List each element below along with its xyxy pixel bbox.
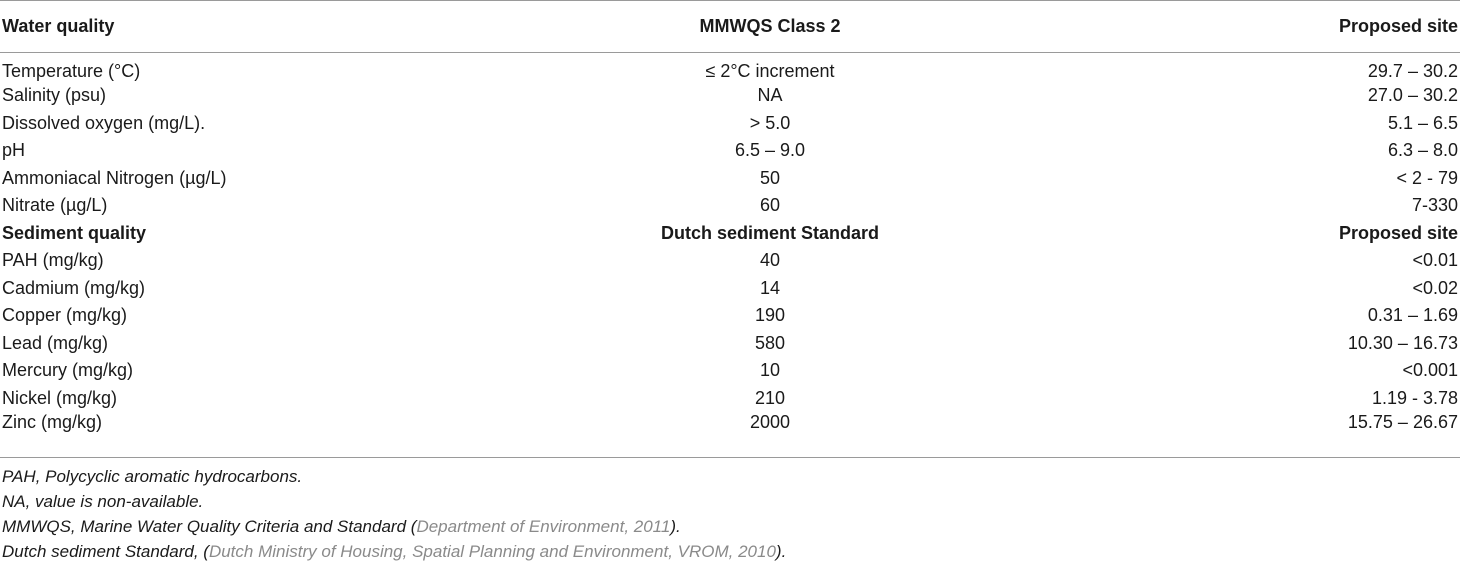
standard-cell: 40: [759, 250, 781, 271]
standard-cell: 210: [754, 387, 786, 408]
table-row: Copper (mg/kg) 190 0.31 – 1.69: [0, 302, 1460, 330]
water-sediment-quality-table: Water quality MMWQS Class 2 Proposed sit…: [0, 0, 1460, 440]
param-cell: pH: [2, 140, 26, 161]
site-cell: <0.02: [1412, 277, 1458, 298]
param-cell: PAH (mg/kg): [2, 250, 104, 271]
table-header: Water quality MMWQS Class 2 Proposed sit…: [0, 0, 1460, 53]
site-cell: 7-330: [1411, 195, 1458, 216]
standard-cell: NA: [757, 85, 783, 106]
standard-cell: 14: [759, 277, 781, 298]
param-cell: Ammoniacal Nitrogen (µg/L): [2, 167, 227, 188]
site-cell: 5.1 – 6.5: [1387, 112, 1458, 133]
param-cell: Mercury (mg/kg): [2, 360, 134, 381]
table-row: Temperature (°C) ≤ 2°C increment 29.7 – …: [0, 53, 1460, 83]
table-row: Cadmium (mg/kg) 14 <0.02: [0, 275, 1460, 303]
standard-cell: 10: [759, 360, 781, 381]
table-row: Zinc (mg/kg) 2000 15.75 – 26.67: [0, 412, 1460, 440]
table-row: Dissolved oxygen (mg/L). > 5.0 5.1 – 6.5: [0, 110, 1460, 138]
site-cell: 29.7 – 30.2: [1367, 61, 1458, 81]
param-cell: Nitrate (µg/L): [2, 195, 108, 216]
footnote-mmwqs: MMWQS, Marine Water Quality Criteria and…: [2, 514, 786, 539]
footnote-dutch-standard: Dutch sediment Standard, (Dutch Ministry…: [2, 539, 786, 564]
footnote-dutch-text: Dutch sediment Standard, (: [2, 542, 209, 561]
param-cell: Zinc (mg/kg): [2, 412, 103, 433]
standard-cell: 190: [754, 305, 786, 326]
site-cell: 6.3 – 8.0: [1387, 140, 1458, 161]
site-cell: 15.75 – 26.67: [1347, 412, 1458, 433]
param-cell: Copper (mg/kg): [2, 305, 128, 326]
header-proposed-site: Proposed site: [1338, 16, 1458, 36]
param-cell: Dissolved oxygen (mg/L).: [2, 112, 206, 133]
param-cell: Lead (mg/kg): [2, 332, 109, 353]
footnote-pah: PAH, Polycyclic aromatic hydrocarbons.: [2, 467, 303, 486]
footnote-mmwqs-text: MMWQS, Marine Water Quality Criteria and…: [2, 517, 417, 536]
table-body: Temperature (°C) ≤ 2°C increment 29.7 – …: [0, 53, 1460, 440]
site-cell: 1.19 - 3.78: [1371, 387, 1458, 408]
standard-cell: 580: [754, 332, 786, 353]
table-row: Lead (mg/kg) 580 10.30 – 16.73: [0, 330, 1460, 358]
site-cell: 10.30 – 16.73: [1347, 332, 1458, 353]
header-row: Water quality MMWQS Class 2 Proposed sit…: [0, 1, 1460, 53]
site-cell: 27.0 – 30.2: [1367, 85, 1458, 106]
sediment-subheader-row: Sediment quality Dutch sediment Standard…: [0, 220, 1460, 248]
table-row: Salinity (psu) NA 27.0 – 30.2: [0, 82, 1460, 110]
table-row: pH 6.5 – 9.0 6.3 – 8.0: [0, 137, 1460, 165]
header-mmwqs-class-2: MMWQS Class 2: [699, 16, 841, 36]
site-cell: <0.01: [1412, 250, 1458, 271]
param-cell: Temperature (°C): [2, 61, 141, 81]
standard-cell: > 5.0: [749, 112, 791, 133]
table-footnotes: PAH, Polycyclic aromatic hydrocarbons. N…: [2, 464, 786, 564]
footnote-mmwqs-end: ).: [670, 517, 681, 536]
param-cell: Nickel (mg/kg): [2, 387, 118, 408]
param-cell: Cadmium (mg/kg): [2, 277, 146, 298]
site-cell: <0.001: [1402, 360, 1458, 381]
subheader-dutch-sediment-standard: Dutch sediment Standard: [660, 222, 880, 243]
standard-cell: 6.5 – 9.0: [734, 140, 806, 161]
table-row: Nickel (mg/kg) 210 1.19 - 3.78: [0, 385, 1460, 413]
site-cell: 0.31 – 1.69: [1367, 305, 1458, 326]
reference-link-department-of-environment[interactable]: Department of Environment, 2011: [416, 517, 671, 536]
site-cell: < 2 - 79: [1396, 167, 1458, 188]
standard-cell: ≤ 2°C increment: [705, 61, 835, 81]
standard-cell: 60: [759, 195, 781, 216]
footnote-na: NA, value is non-available.: [2, 492, 204, 511]
standard-cell: 2000: [749, 412, 791, 433]
table-row: Nitrate (µg/L) 60 7-330: [0, 192, 1460, 220]
param-cell: Salinity (psu): [2, 85, 107, 106]
subheader-sediment-quality: Sediment quality: [2, 222, 147, 243]
table-row: PAH (mg/kg) 40 <0.01: [0, 247, 1460, 275]
table-bottom-rule: [0, 457, 1460, 458]
standard-cell: 50: [759, 167, 781, 188]
table-row: Mercury (mg/kg) 10 <0.001: [0, 357, 1460, 385]
reference-link-dutch-ministry[interactable]: Dutch Ministry of Housing, Spatial Plann…: [208, 542, 776, 561]
header-water-quality: Water quality: [2, 16, 115, 36]
subheader-proposed-site: Proposed site: [1338, 222, 1458, 243]
table-row: Ammoniacal Nitrogen (µg/L) 50 < 2 - 79: [0, 165, 1460, 193]
footnote-dutch-end: ).: [775, 542, 787, 561]
